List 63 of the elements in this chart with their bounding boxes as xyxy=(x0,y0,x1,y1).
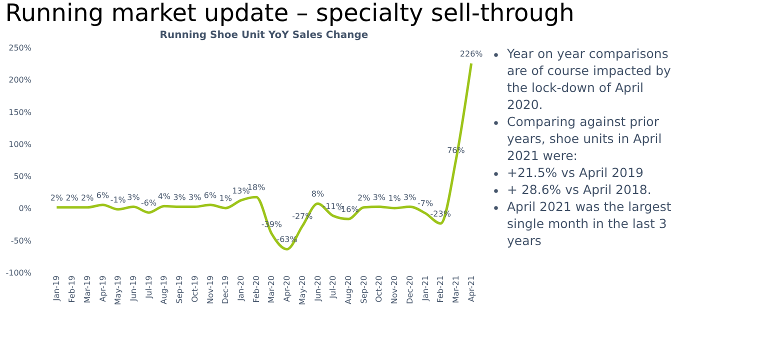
x-tick-label: Sep-19 xyxy=(175,276,184,304)
data-label: 1% xyxy=(219,194,232,204)
x-tick-label: Jan-20 xyxy=(236,276,246,302)
data-label: 2% xyxy=(357,193,371,202)
y-tick-label: 100% xyxy=(8,140,32,149)
x-tick-label: Nov-20 xyxy=(390,276,400,304)
y-tick-label: 200% xyxy=(8,76,32,85)
x-tick-label: Oct-20 xyxy=(374,276,384,302)
x-tick-label: Apr-19 xyxy=(98,276,108,302)
data-label: 13% xyxy=(232,186,250,196)
y-tick-label: 150% xyxy=(8,108,32,117)
x-tick-label: Feb-19 xyxy=(68,276,77,303)
x-tick-label: Mar-20 xyxy=(267,276,276,304)
x-tick-label: Feb-21 xyxy=(436,276,446,303)
y-tick-label: 250% xyxy=(8,44,32,52)
data-label: -1% xyxy=(110,195,126,204)
data-label: 6% xyxy=(204,190,217,200)
x-tick-label: Jul-20 xyxy=(328,276,338,300)
x-tick-label: Feb-20 xyxy=(252,276,261,303)
text: +21.5% vs April 2019 xyxy=(507,165,644,180)
x-tick-label: Jan-19 xyxy=(52,276,62,302)
y-tick-label: 0% xyxy=(18,204,32,214)
x-tick-label: Aug-19 xyxy=(160,276,169,304)
text: April 2021 was the largest single month in the last 3 years xyxy=(507,199,672,248)
y-tick-label: 50% xyxy=(14,172,32,182)
data-label: 6% xyxy=(96,190,110,200)
x-tick-label: Nov-19 xyxy=(206,276,215,304)
data-label: 3% xyxy=(173,192,186,202)
data-label: 226% xyxy=(460,49,484,58)
text: Year on year comparisons are of course impacted by the lock-down of April 2020. xyxy=(506,46,672,112)
x-tick-label: Apr-20 xyxy=(282,276,292,302)
x-tick-label: Mar-21 xyxy=(451,276,460,304)
y-tick-label: -100% xyxy=(6,268,32,278)
data-label: 1% xyxy=(388,194,402,204)
data-label: 2% xyxy=(81,193,94,202)
x-tick-label: Jul-19 xyxy=(144,276,154,300)
data-label: 2% xyxy=(66,193,79,202)
data-label: 2% xyxy=(50,193,64,202)
data-label: 3% xyxy=(404,192,417,202)
data-label: -6% xyxy=(141,198,158,208)
x-tick-label: Dec-19 xyxy=(221,276,230,304)
data-label: 8% xyxy=(311,190,324,199)
x-tick-label: Aug-20 xyxy=(344,276,353,304)
x-tick-label: Mar-19 xyxy=(82,276,92,304)
x-tick-label: Apr-21 xyxy=(466,276,476,302)
text: + 28.6% vs April 2018. xyxy=(507,182,652,197)
data-label: 3% xyxy=(127,192,140,202)
x-tick-label: Jun-20 xyxy=(313,276,322,302)
x-tick-label: May-19 xyxy=(114,276,123,305)
data-label: -7% xyxy=(417,199,434,208)
data-label: 3% xyxy=(372,192,386,202)
chart-subtitle: Running Shoe Unit YoY Sales Change xyxy=(160,30,368,41)
chart-title: Running market update – specialty sell-through xyxy=(5,0,574,27)
y-tick-label: -50% xyxy=(10,236,32,246)
x-tick-label: Oct-19 xyxy=(190,276,200,302)
x-tick-label: Sep-20 xyxy=(359,276,368,304)
data-label: 3% xyxy=(188,192,202,202)
data-label: 4% xyxy=(158,192,171,202)
x-tick-label: Dec-20 xyxy=(405,276,414,304)
x-tick-label: Jan-21 xyxy=(420,276,430,302)
x-tick-label: Jun-19 xyxy=(128,276,138,302)
x-tick-label: May-20 xyxy=(298,276,307,305)
text: Comparing against prior years, shoe units in April 2021 were: xyxy=(507,114,662,163)
